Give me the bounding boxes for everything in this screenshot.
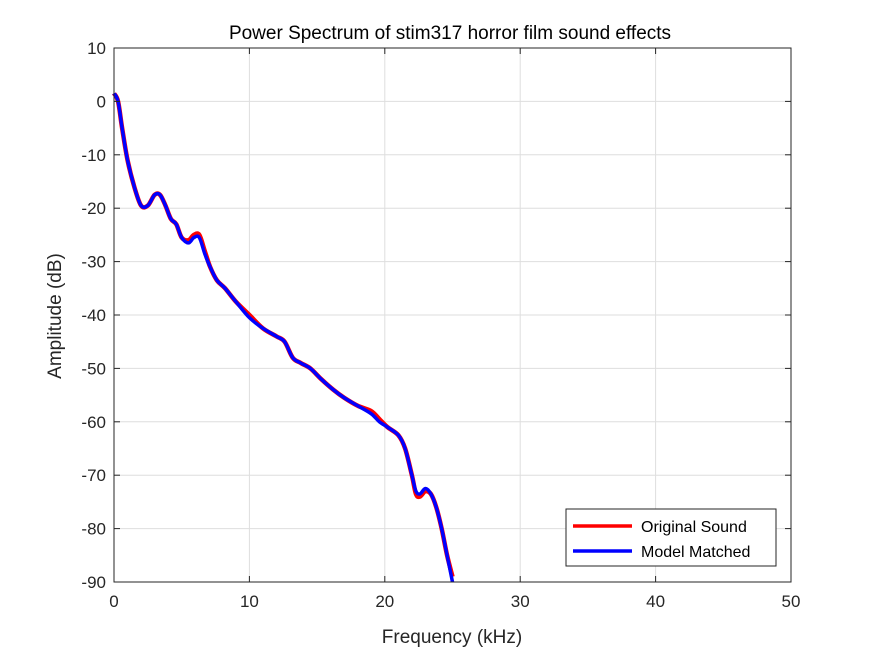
y-tick-label: 10 [87, 39, 106, 58]
legend-label-original-sound: Original Sound [641, 519, 747, 536]
chart-title: Power Spectrum of stim317 horror film so… [229, 23, 671, 44]
x-tick-labels: 0 10 20 30 40 50 [109, 592, 800, 611]
legend: Original Sound Model Matched [565, 508, 777, 567]
x-tick-label: 10 [240, 592, 259, 611]
y-tick-label: -10 [81, 146, 106, 165]
legend-label-model-matched: Model Matched [641, 544, 750, 561]
y-tick-label: -50 [81, 359, 106, 378]
y-tick-label: -60 [81, 413, 106, 432]
x-tick-label: 50 [782, 592, 801, 611]
x-tick-label: 40 [646, 592, 665, 611]
x-tick-label: 20 [375, 592, 394, 611]
series-line-model-matched [112, 92, 455, 583]
y-tick-label: -70 [81, 466, 106, 485]
x-tick-label: 0 [109, 592, 118, 611]
y-tick-label: -90 [81, 573, 106, 592]
y-tick-label: -20 [81, 199, 106, 218]
y-tick-label: -40 [81, 306, 106, 325]
series-layer [111, 92, 455, 583]
y-tick-label: -80 [81, 520, 106, 539]
tick-marks [113, 47, 792, 583]
y-tick-label: -30 [81, 253, 106, 272]
x-axis-label: Frequency (kHz) [382, 627, 522, 648]
legend-box [565, 508, 777, 567]
y-axis-label: Amplitude (dB) [45, 253, 66, 379]
y-tick-labels: 10 0 -10 -20 -30 -40 -50 -60 -70 -80 -90 [81, 39, 106, 592]
y-tick-label: 0 [97, 92, 106, 111]
x-tick-label: 30 [511, 592, 530, 611]
